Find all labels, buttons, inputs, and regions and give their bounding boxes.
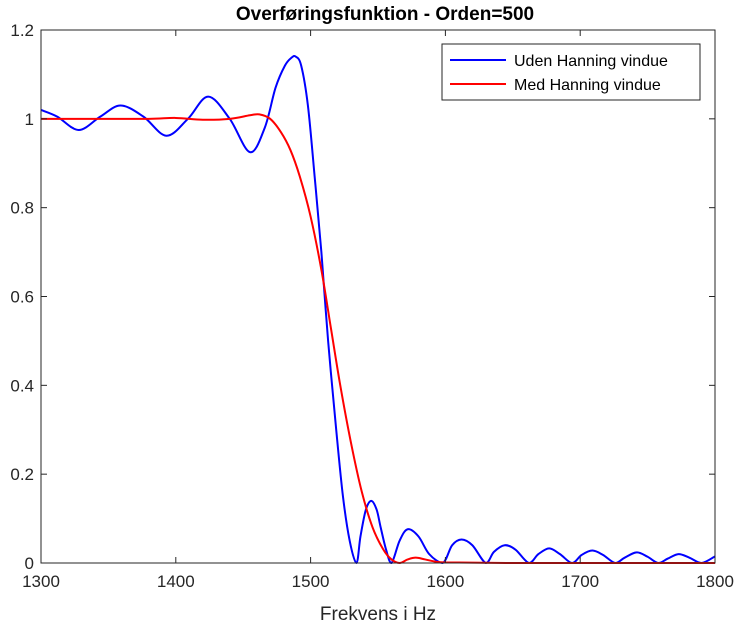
x-tick-label: 1500 xyxy=(292,572,330,591)
legend-label-2: Med Hanning vindue xyxy=(514,77,661,94)
legend-label-1: Uden Hanning vindue xyxy=(514,53,668,70)
axes: 1300 1400 1500 1600 1700 1800 0 0.2 0.4 0.6 0.8 1 1.… xyxy=(10,21,734,591)
y-tick-label: 1.2 xyxy=(10,21,34,40)
x-tick-label: 1300 xyxy=(22,572,60,591)
x-tick-label: 1400 xyxy=(157,572,195,591)
series-line-1 xyxy=(40,54,716,564)
legend-box xyxy=(441,43,701,101)
legend: Uden Hanning vindue Med Hanning vindue xyxy=(441,43,701,101)
x-tick-label: 1700 xyxy=(561,572,599,591)
y-tick-label: 0.6 xyxy=(10,288,34,307)
y-tick-label: 0.2 xyxy=(10,465,34,484)
series-lines xyxy=(40,54,716,564)
x-tick-label: 1600 xyxy=(426,572,464,591)
series-line-2 xyxy=(41,113,715,564)
y-tick-label: 0.8 xyxy=(10,199,34,218)
chart-title: Overføringsfunktion - Orden=500 xyxy=(236,4,534,25)
y-tick-label: 1 xyxy=(25,110,34,129)
x-tick-label: 1800 xyxy=(696,572,734,591)
plot-area xyxy=(41,30,715,563)
y-tick-label: 0 xyxy=(25,554,34,573)
x-axis-label: Frekvens i Hz xyxy=(320,604,436,625)
y-tick-label: 0.4 xyxy=(10,376,34,395)
